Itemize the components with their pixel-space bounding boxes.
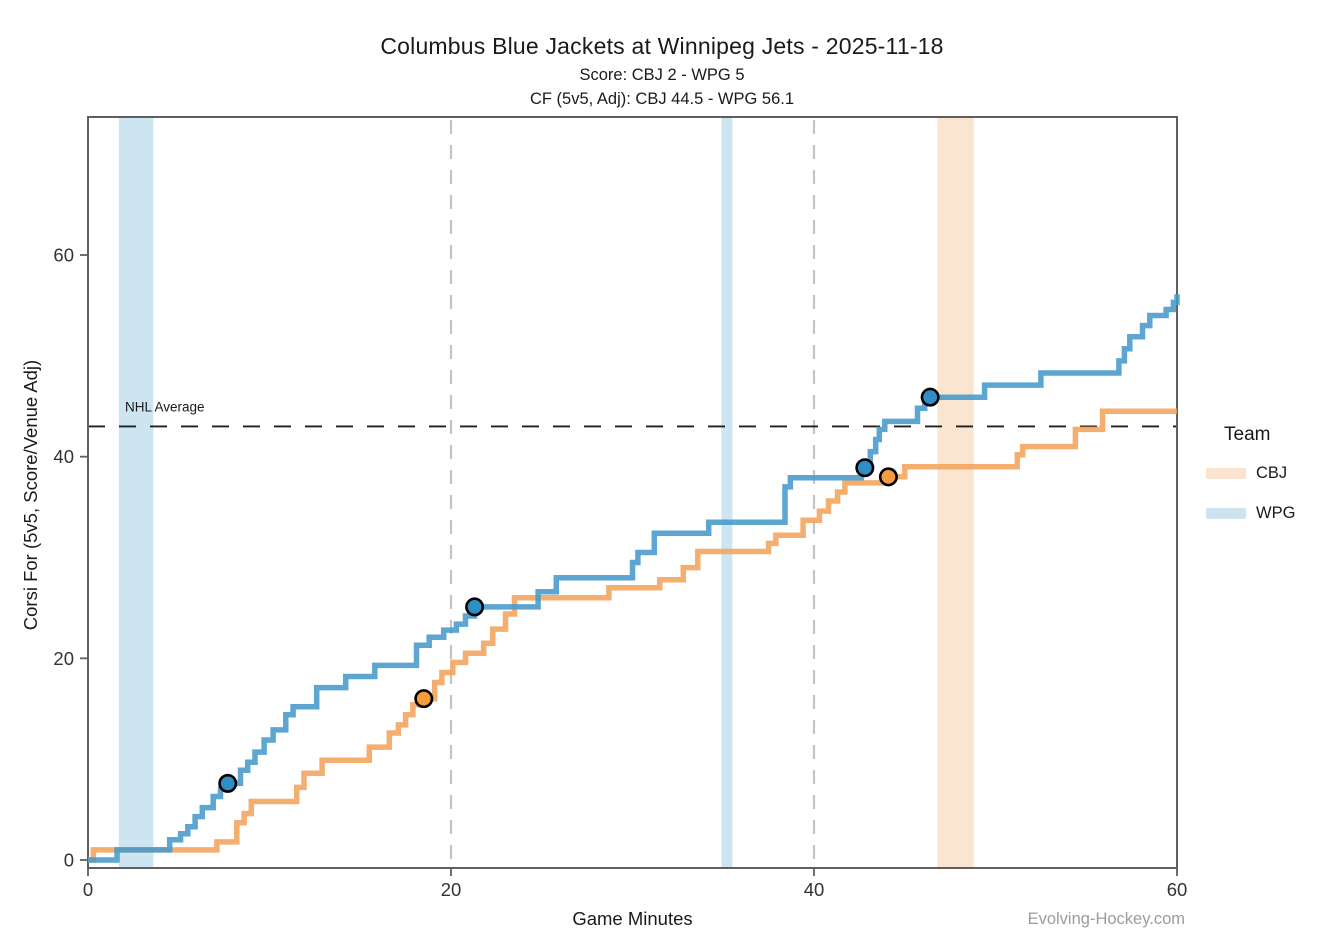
wpg-goal-marker — [218, 773, 238, 793]
legend: Team CBJ WPG — [1206, 424, 1295, 542]
legend-entry-cbj: CBJ — [1206, 462, 1295, 484]
y-tick-label: 0 — [64, 850, 74, 871]
legend-entry-label: CBJ — [1256, 463, 1288, 482]
cbj-corsi-step-line — [88, 408, 1177, 863]
y-tick-label: 60 — [53, 245, 74, 266]
wpg-goal-marker — [465, 597, 485, 617]
chart-subtitle-cf: CF (5v5, Adj): CBJ 44.5 - WPG 56.1 — [529, 90, 795, 108]
wpg-corsi-step-line — [88, 294, 1180, 863]
x-tick-label: 0 — [83, 879, 93, 900]
legend-entries: CBJ WPG — [1206, 462, 1295, 524]
cbj-powerplay-band — [937, 117, 974, 868]
cbj-goal-marker — [878, 467, 898, 487]
chart-title: Columbus Blue Jackets at Winnipeg Jets -… — [380, 33, 944, 59]
x-axis-label: Game Minutes — [572, 908, 693, 929]
wpg-powerplay-band — [118, 117, 154, 868]
wpg-goal-marker — [855, 458, 875, 478]
nhl-average-label: NHL Average — [125, 399, 205, 414]
x-tick-label: 60 — [1167, 879, 1188, 900]
watermark-text: Evolving-Hockey.com — [1027, 910, 1185, 928]
legend-swatch-cbj — [1206, 467, 1246, 479]
x-tick-label: 40 — [804, 879, 825, 900]
plot-panel-border — [87, 116, 1178, 869]
legend-entry-label: WPG — [1256, 503, 1296, 522]
legend-title: Team — [1224, 424, 1271, 445]
wpg-powerplay-band — [721, 117, 733, 868]
x-tick-label: 20 — [441, 879, 462, 900]
legend-swatch-wpg — [1206, 507, 1246, 519]
wpg-goal-marker — [920, 387, 940, 407]
chart-subtitle-score: Score: CBJ 2 - WPG 5 — [579, 66, 745, 84]
cbj-goal-marker — [414, 689, 434, 709]
y-tick-label: 20 — [53, 648, 74, 669]
y-tick-label: 40 — [53, 446, 74, 467]
legend-entry-wpg: WPG — [1206, 502, 1295, 524]
y-axis-label: Corsi For (5v5, Score/Venue Adj) — [20, 359, 41, 631]
